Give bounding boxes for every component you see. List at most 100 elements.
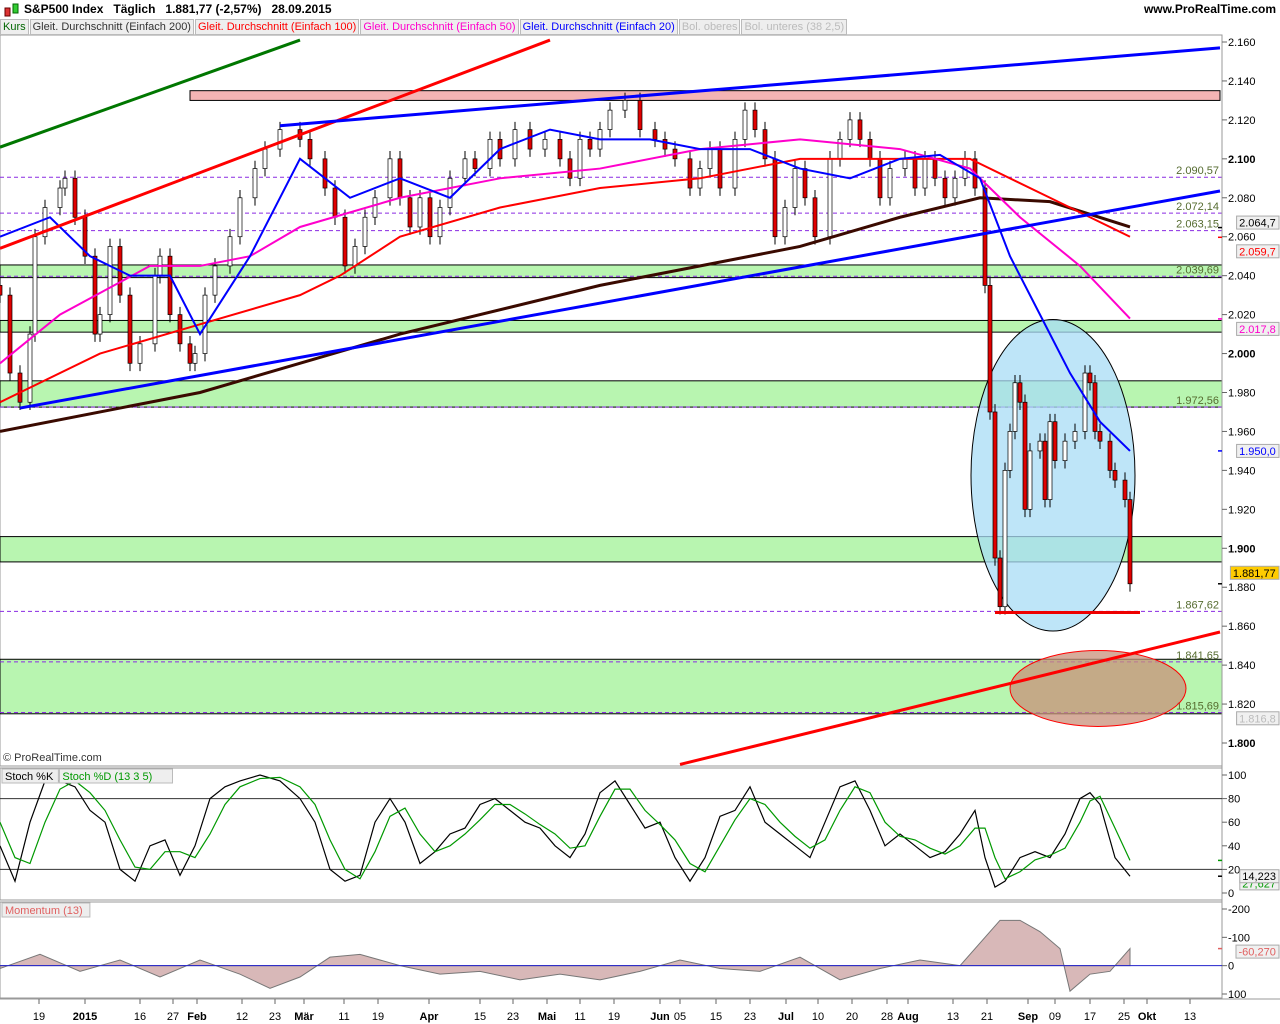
candle [772, 158, 778, 238]
panel-legend-label: Momentum (13) [5, 905, 83, 917]
candle [137, 343, 143, 364]
level-label: 1.972,56 [1176, 395, 1219, 407]
x-tick-label: 12 [236, 1011, 248, 1023]
x-tick-label: 20 [846, 1011, 858, 1023]
candle [687, 158, 693, 189]
candle [167, 255, 173, 315]
value-tag-label: 2.064,7 [1239, 218, 1276, 230]
legend-item[interactable]: Bol. oberes [678, 19, 741, 35]
candle [1017, 382, 1023, 403]
candle [812, 197, 818, 238]
candlestick-icon [4, 3, 19, 17]
y-tick-label: 2.040 [1228, 271, 1256, 283]
candle [1112, 470, 1118, 481]
highlight-ellipse [1009, 650, 1187, 727]
candle [42, 207, 48, 238]
y-tick-label: 1.880 [1228, 582, 1256, 594]
candle [32, 236, 38, 335]
level-label: 2.039,69 [1176, 264, 1219, 276]
level-label: 1.815,69 [1176, 700, 1219, 712]
y-tick-label: 100 [1228, 989, 1246, 1001]
candle [857, 119, 863, 140]
x-tick-label: Apr [420, 1011, 440, 1023]
legend-item[interactable]: Gleit. Durchschnitt (Einfach 50) [360, 19, 519, 35]
x-tick-label: Mai [538, 1011, 556, 1023]
stoch-panel [0, 767, 1223, 901]
y-tick-label: 1.800 [1228, 738, 1256, 750]
candle [192, 353, 198, 364]
candle [57, 187, 63, 208]
legend-item[interactable]: Gleit. Durchschnitt (Einfach 100) [194, 19, 360, 35]
candle [527, 129, 533, 150]
chart-title: S&P500 Index Täglich 1.881,77 (-2,57%) 2… [24, 2, 332, 16]
y-tick-label: 1.820 [1228, 699, 1256, 711]
x-tick-label: Feb [187, 1011, 207, 1023]
candle [307, 139, 313, 160]
candle [127, 294, 133, 364]
moving-average-line [0, 157, 1131, 404]
moving-average-line [0, 138, 1131, 365]
trendline [0, 38, 301, 149]
candle [62, 177, 68, 189]
x-tick-label: Jul [778, 1011, 794, 1023]
value-tag-label: 14,223 [1242, 871, 1276, 883]
y-tick-label: 2.120 [1228, 115, 1256, 127]
x-tick-label: 25 [1118, 1011, 1130, 1023]
y-tick-label: 1.920 [1228, 504, 1256, 516]
x-tick-label: 27 [167, 1011, 179, 1023]
site-link[interactable]: www.ProRealTime.com [1143, 2, 1276, 16]
level-label: 2.063,15 [1176, 219, 1219, 231]
candle [437, 207, 443, 238]
x-tick-label: 23 [744, 1011, 756, 1023]
trendline [679, 630, 1221, 766]
legend-item[interactable]: Kurs [0, 19, 29, 35]
y-tick-label: -100 [1228, 932, 1250, 944]
candle [982, 187, 988, 286]
candle [1092, 382, 1098, 432]
y-tick-label: -200 [1228, 904, 1250, 916]
panel-legend-item [1, 902, 91, 918]
candle [372, 197, 378, 218]
candle [1007, 431, 1013, 471]
candle [637, 100, 643, 130]
candle [322, 158, 328, 189]
value-tag-label: 2.017,8 [1239, 324, 1276, 336]
candle [732, 139, 738, 189]
candle [782, 207, 788, 238]
legend-item[interactable]: Bol. unteres (38 2,5) [741, 19, 848, 35]
x-tick-label: Mär [294, 1011, 314, 1023]
value-tag-label: 1.816,8 [1239, 713, 1276, 725]
y-tick-label: 2.060 [1228, 232, 1256, 244]
legend-item[interactable]: Gleit. Durchschnitt (Einfach 20) [519, 19, 678, 35]
candle [277, 129, 283, 150]
panel-legend-item [58, 768, 173, 784]
candle [1047, 421, 1053, 500]
candle [792, 168, 798, 208]
candle [762, 129, 768, 160]
candle [17, 372, 23, 403]
x-tick-label: 19 [33, 1011, 45, 1023]
candle [557, 139, 563, 160]
x-tick-label: Aug [897, 1011, 918, 1023]
candle [0, 285, 3, 296]
moving-average-line [0, 196, 1131, 433]
candle [742, 109, 748, 140]
x-tick-label: 21 [981, 1011, 993, 1023]
y-tick-label: 1.860 [1228, 621, 1256, 633]
x-tick-label: 11 [338, 1011, 349, 1023]
candle [1107, 440, 1113, 471]
level-label: 2.090,57 [1176, 165, 1219, 177]
candle [27, 333, 33, 403]
candle [847, 119, 853, 140]
panel-legend-label: Stoch %K [5, 771, 54, 783]
legend-item[interactable]: Gleit. Durchschnitt (Einfach 200) [29, 19, 194, 35]
candle [332, 187, 338, 218]
value-tag [1236, 711, 1280, 726]
candle [542, 139, 548, 150]
candle [1127, 499, 1133, 585]
candle [1052, 421, 1058, 462]
candle [487, 139, 493, 169]
copyright: © ProRealTime.com [3, 752, 102, 764]
x-tick-label: 19 [372, 1011, 384, 1023]
